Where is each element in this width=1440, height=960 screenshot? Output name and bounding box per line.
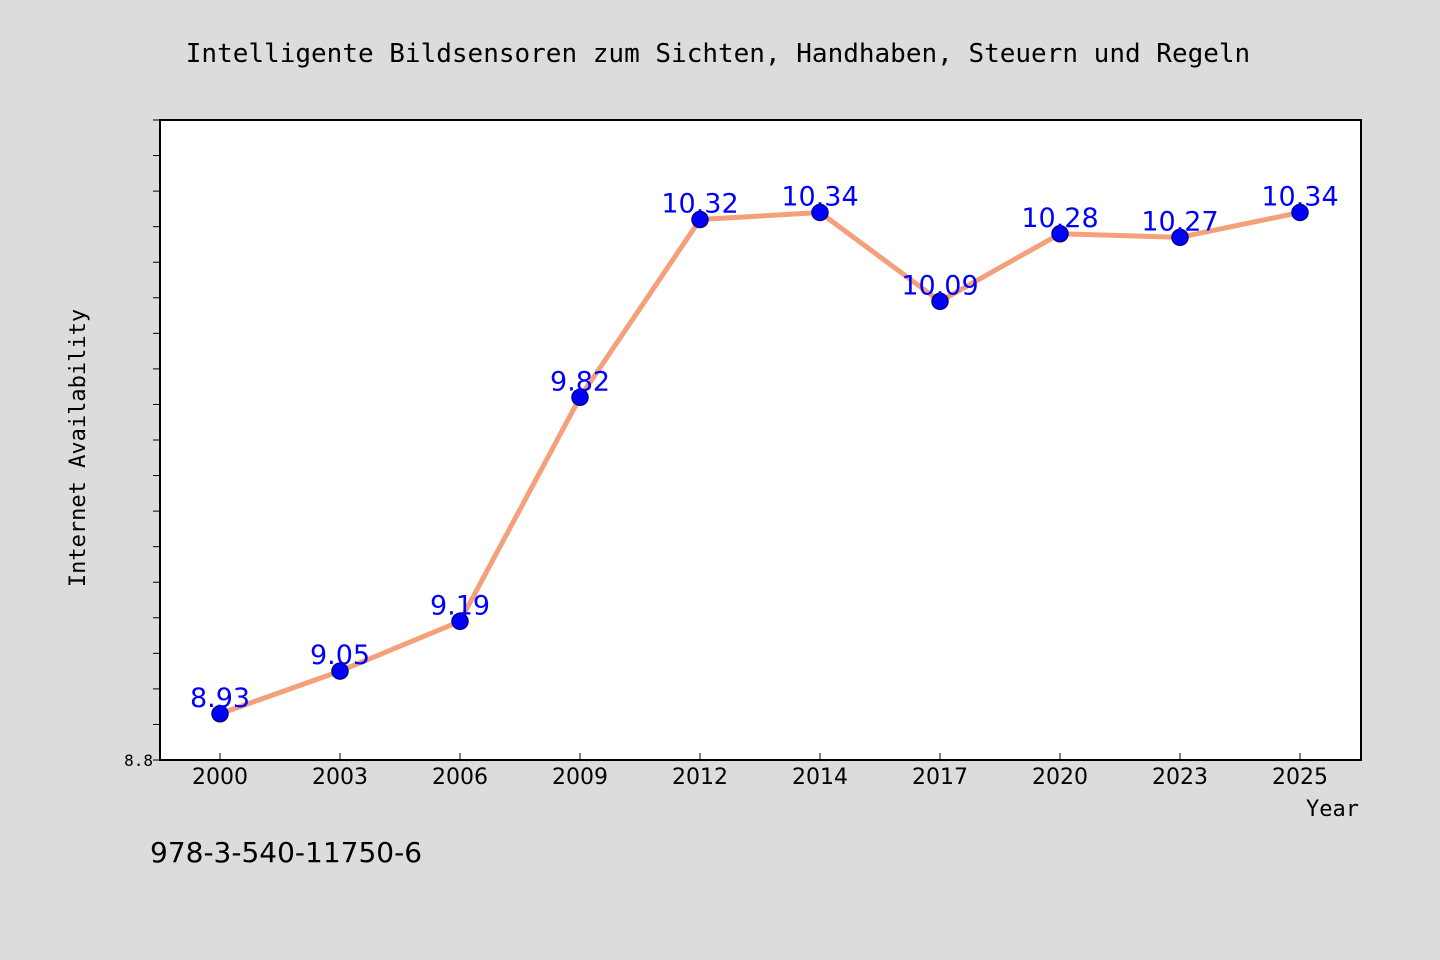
y-tick-label: 8.8 bbox=[124, 751, 153, 770]
x-tick-label: 2014 bbox=[792, 765, 848, 790]
data-point bbox=[1291, 203, 1309, 222]
plot-area bbox=[159, 119, 1362, 761]
x-tick-label: 2025 bbox=[1272, 765, 1328, 790]
data-point bbox=[331, 662, 349, 680]
data-point bbox=[931, 292, 949, 311]
data-label: 10.09 bbox=[901, 270, 978, 301]
data-label: 10.27 bbox=[1141, 206, 1218, 237]
data-point bbox=[691, 210, 709, 229]
x-axis-ticks: 2000 2003 2006 2009 2012 2014 2017 2020 2023 2025 bbox=[192, 753, 1328, 790]
data-point bbox=[451, 612, 469, 631]
x-tick-label: 2012 bbox=[672, 765, 728, 790]
series-line bbox=[217, 209, 1303, 717]
footer-isbn: 978-3-540-11750-6 bbox=[150, 836, 422, 869]
x-tick-label: 2023 bbox=[1152, 765, 1208, 790]
x-tick-label: 2009 bbox=[552, 765, 608, 790]
data-point bbox=[211, 705, 229, 723]
y-axis-label: Internet Availability bbox=[66, 309, 91, 587]
data-label: 8.93 bbox=[190, 683, 250, 714]
data-label: 10.34 bbox=[781, 181, 858, 212]
x-tick-label: 2017 bbox=[912, 765, 968, 790]
data-point bbox=[811, 203, 829, 222]
data-point bbox=[571, 388, 589, 407]
y-axis-ticks: 8.8 bbox=[124, 119, 160, 770]
x-tick-label: 2006 bbox=[432, 765, 488, 790]
data-label: 10.34 bbox=[1261, 181, 1338, 212]
chart-title: Intelligente Bildsensoren zum Sichten, H… bbox=[186, 39, 1250, 69]
data-label: 9.19 bbox=[430, 590, 490, 621]
x-tick-label: 2003 bbox=[312, 765, 368, 790]
data-point bbox=[1051, 225, 1069, 243]
x-axis-label: Year bbox=[1306, 797, 1359, 822]
series-group: 8.93 9.05 9.19 9.82 10.32 10.34 10.09 10.28 10.2… bbox=[190, 181, 1339, 723]
data-label: 10.32 bbox=[661, 189, 738, 220]
data-label: 10.28 bbox=[1021, 203, 1098, 234]
x-tick-label: 2000 bbox=[192, 765, 248, 790]
data-point bbox=[1171, 228, 1189, 247]
data-label: 9.82 bbox=[550, 366, 610, 397]
x-tick-label: 2020 bbox=[1032, 765, 1088, 790]
data-label: 9.05 bbox=[310, 640, 370, 671]
